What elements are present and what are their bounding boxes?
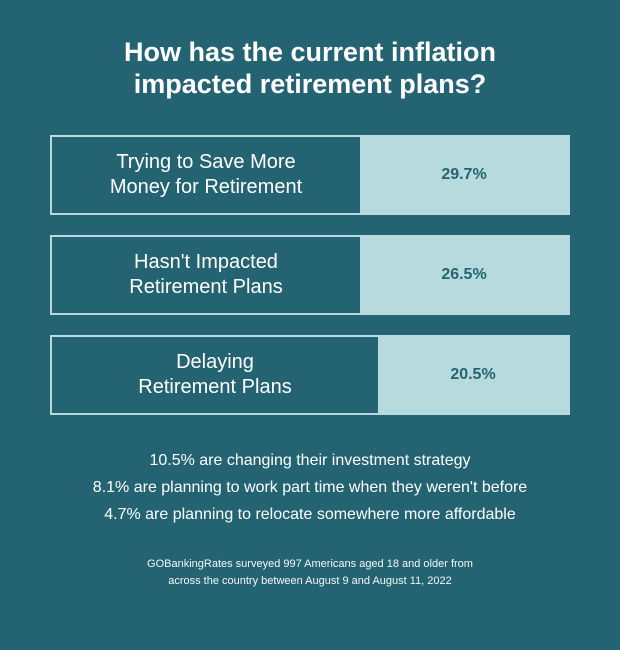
extra-line: 8.1% are planning to work part time when… (50, 474, 570, 501)
bar-label-line2: Money for Retirement (110, 176, 302, 198)
bar-value: 29.7% (360, 137, 568, 213)
bar-label-line1: Trying to Save More (116, 151, 295, 173)
bar-label: Hasn't Impacted Retirement Plans (52, 237, 360, 313)
bar-label-line2: Retirement Plans (129, 276, 282, 298)
source: GOBankingRates surveyed 997 Americans ag… (50, 556, 570, 589)
title: How has the current inflation impacted r… (50, 36, 570, 101)
bar-label-line2: Retirement Plans (138, 376, 291, 398)
bars-container: Trying to Save More Money for Retirement… (50, 135, 570, 415)
extras: 10.5% are changing their investment stra… (50, 447, 570, 529)
bar-value: 26.5% (360, 237, 568, 313)
title-line2: impacted retirement plans? (134, 69, 487, 99)
extra-line: 4.7% are planning to relocate somewhere … (50, 501, 570, 528)
source-line1: GOBankingRates surveyed 997 Americans ag… (147, 558, 473, 570)
bar-label-line1: Delaying (176, 351, 254, 373)
bar-label-line1: Hasn't Impacted (134, 251, 278, 273)
bar-row: Trying to Save More Money for Retirement… (50, 135, 570, 215)
source-line2: across the country between August 9 and … (168, 575, 452, 587)
title-line1: How has the current inflation (124, 37, 496, 67)
bar-row: Delaying Retirement Plans 20.5% (50, 335, 570, 415)
bar-value: 20.5% (378, 337, 568, 413)
extra-line: 10.5% are changing their investment stra… (50, 447, 570, 474)
bar-label: Trying to Save More Money for Retirement (52, 137, 360, 213)
bar-row: Hasn't Impacted Retirement Plans 26.5% (50, 235, 570, 315)
bar-label: Delaying Retirement Plans (52, 337, 378, 413)
